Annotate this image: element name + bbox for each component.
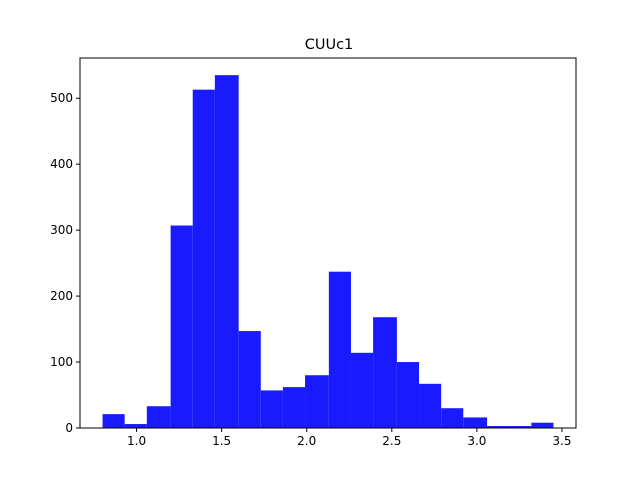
plot-frame <box>79 57 577 429</box>
histogram-bar-15 <box>419 383 442 428</box>
histogram-bar-17 <box>463 417 488 428</box>
histogram-bar-4 <box>170 225 193 428</box>
histogram-bar-10 <box>305 375 329 428</box>
y-tick-label: 500 <box>50 91 73 105</box>
y-tick-label: 400 <box>50 157 73 171</box>
histogram-bar-20 <box>531 422 554 428</box>
x-tick-label: 1.0 <box>127 434 146 448</box>
x-axis: 1.0 1.5 2.0 2.5 3.0 3.5 <box>127 428 572 448</box>
x-tick-label: 2.0 <box>297 434 316 448</box>
y-axis: 0 100 200 300 400 500 <box>50 91 80 435</box>
y-tick-label: 300 <box>50 223 73 237</box>
x-tick-label: 3.5 <box>552 434 571 448</box>
histogram-bar-12 <box>350 352 374 428</box>
histogram-bar-14 <box>396 362 420 428</box>
histogram-bar-11 <box>328 271 351 428</box>
histogram-bar-7 <box>238 331 261 428</box>
x-tick-label: 2.5 <box>382 434 401 448</box>
histogram-bar-1 <box>102 414 125 428</box>
histogram-bar-6 <box>214 75 239 429</box>
x-tick-label: 3.0 <box>467 434 486 448</box>
histogram-bar-18 <box>487 426 510 428</box>
histogram-bar-2 <box>124 424 147 428</box>
bars-group <box>102 75 554 429</box>
y-tick-label: 0 <box>65 421 73 435</box>
histogram-bar-9 <box>282 387 306 428</box>
y-tick-label: 100 <box>50 355 73 369</box>
x-tick-label: 1.5 <box>212 434 231 448</box>
histogram-bar-5 <box>192 89 215 428</box>
histogram-bar-16 <box>441 408 464 428</box>
histogram-bar-13 <box>373 317 397 428</box>
y-tick-label: 200 <box>50 289 73 303</box>
histogram-bar-3 <box>146 406 171 428</box>
histogram-bar-8 <box>260 390 283 428</box>
histogram-bar-19 <box>509 426 532 428</box>
chart-title: CUUc1 <box>305 37 354 53</box>
